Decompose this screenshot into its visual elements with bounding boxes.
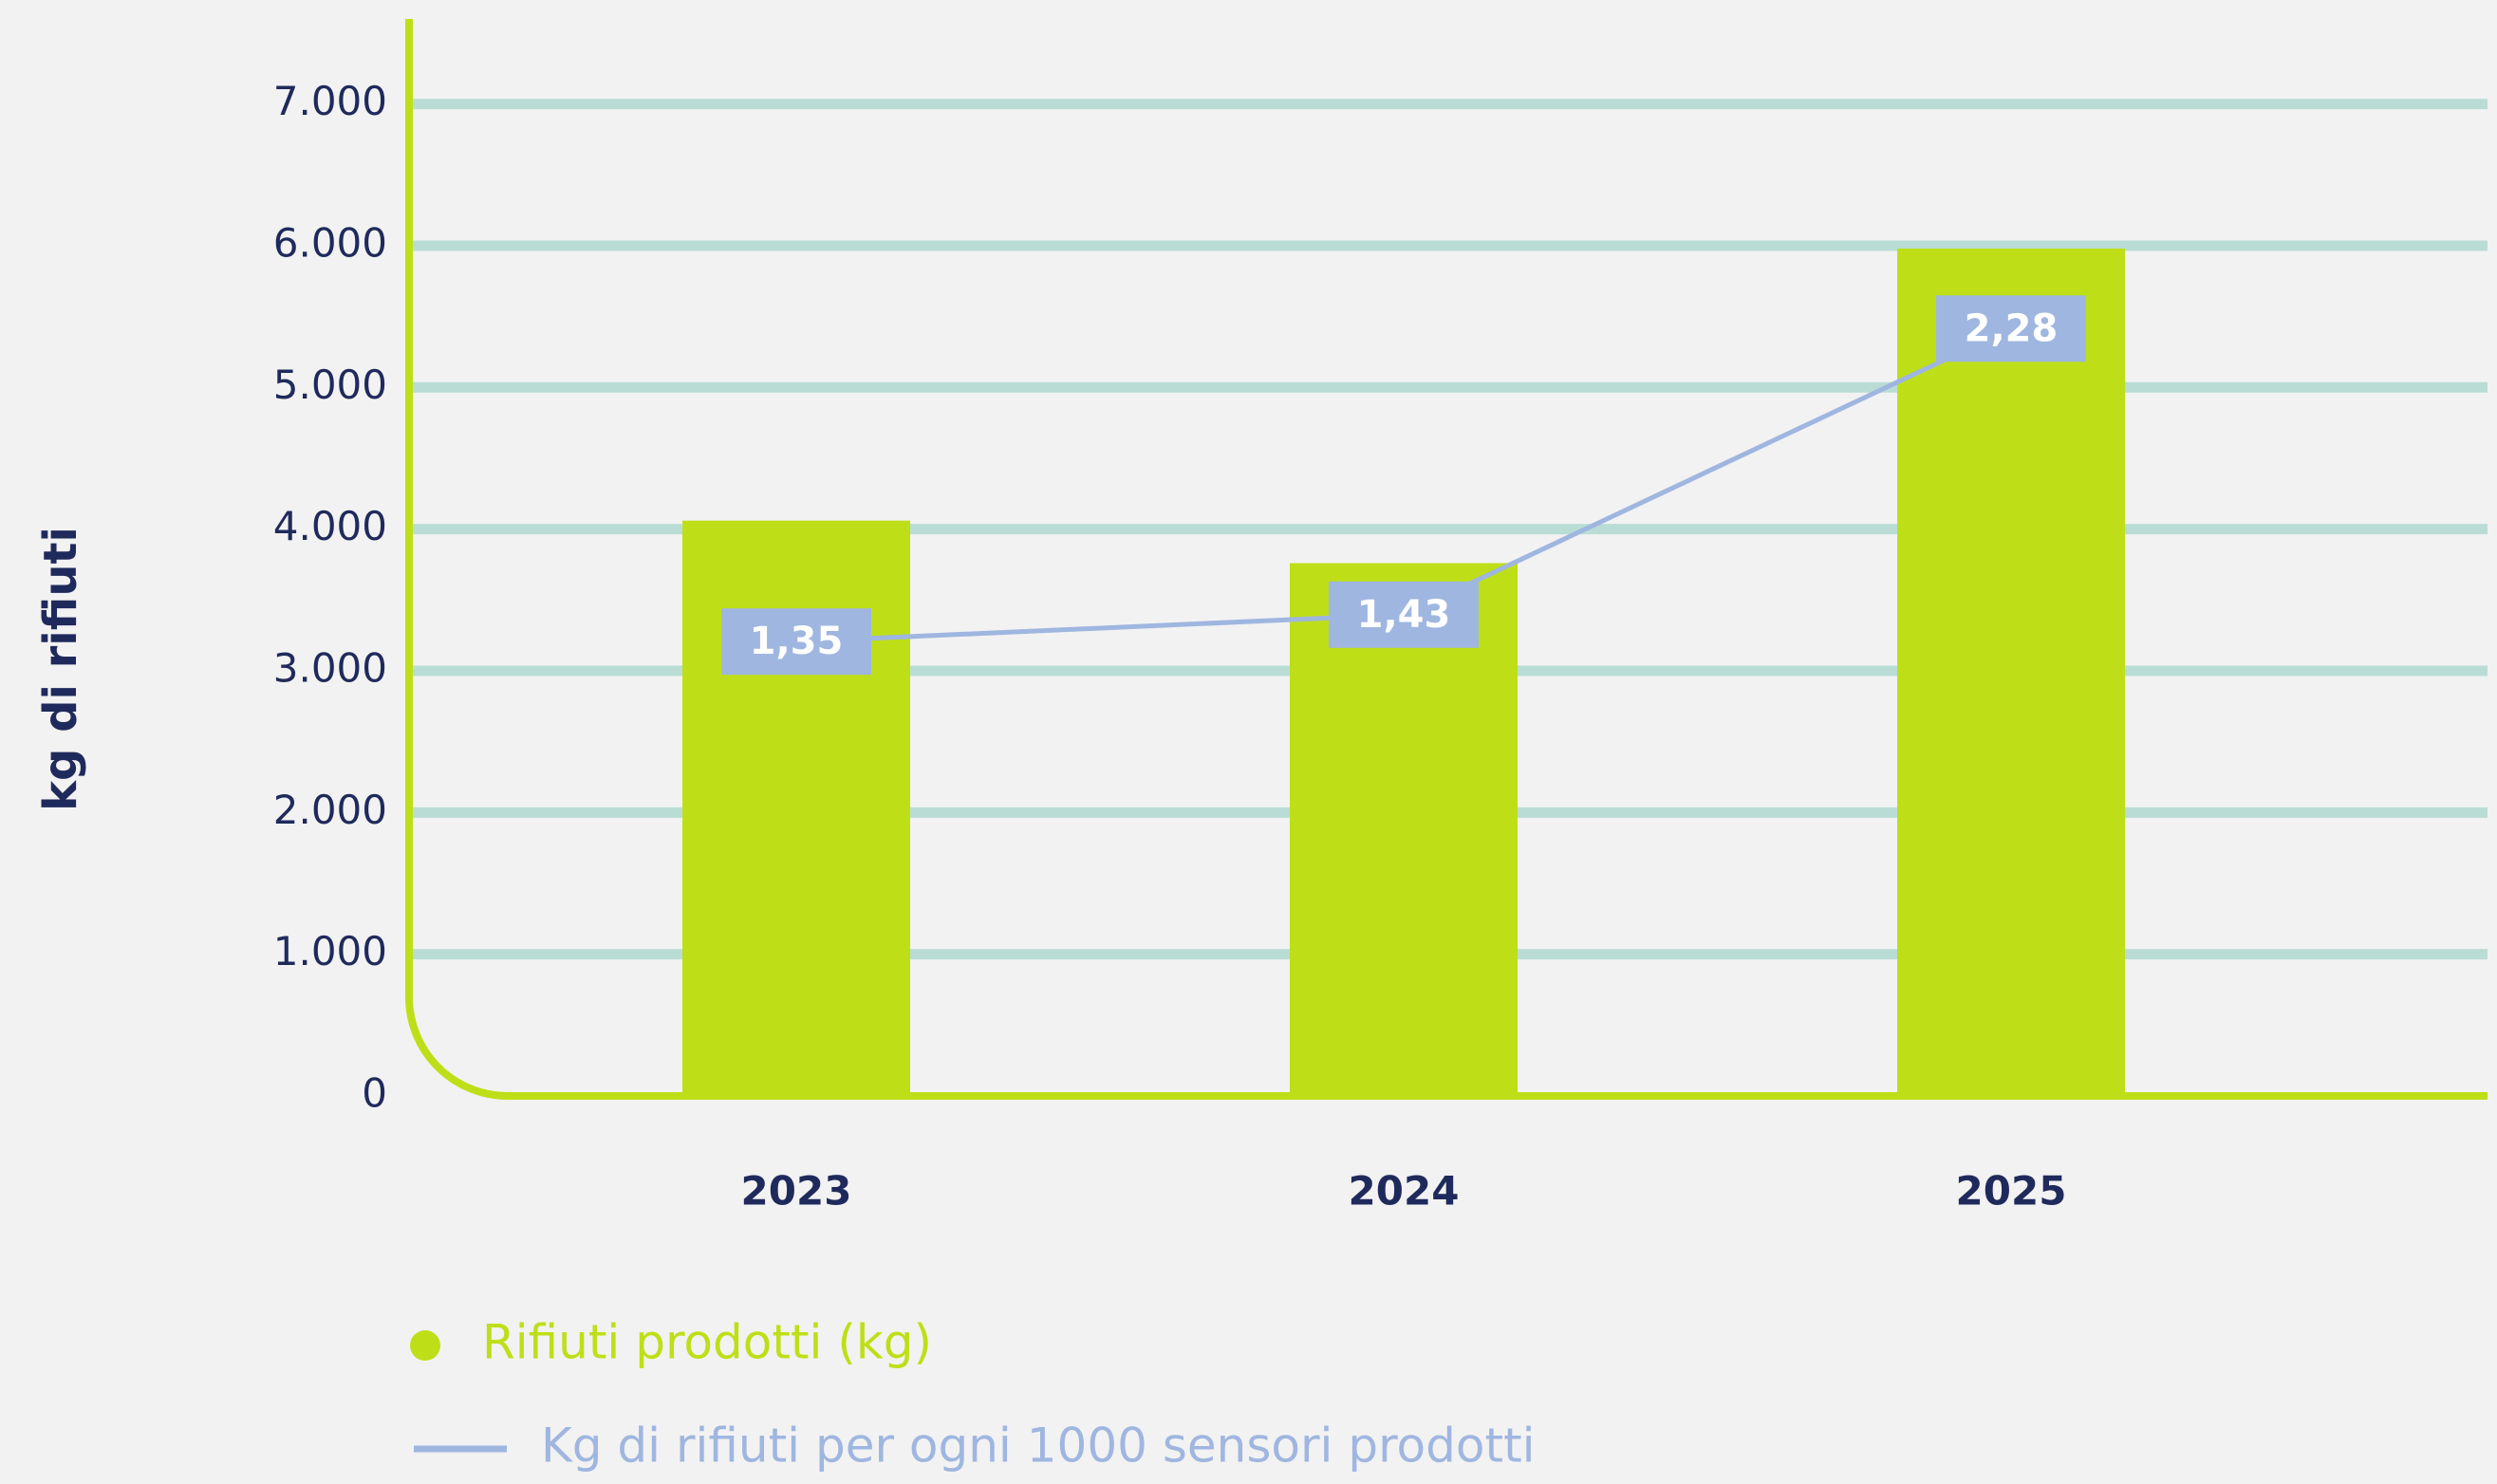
y-tick-label: 7.000 [273, 78, 387, 124]
axis-line [405, 19, 2488, 1100]
bar [1897, 248, 2125, 1096]
y-tick-label: 6.000 [273, 219, 387, 266]
y-tick-label: 2.000 [273, 787, 387, 833]
y-axis-title: kg di rifiuti [34, 527, 87, 811]
y-tick-label: 0 [362, 1070, 387, 1117]
y-tick-label: 1.000 [273, 928, 387, 974]
x-tick-label: 2024 [1349, 1168, 1460, 1215]
x-tick-label: 2023 [741, 1168, 852, 1215]
y-tick-label: 3.000 [273, 644, 387, 691]
value-label: 2,28 [1965, 306, 2059, 350]
value-label-box [1936, 295, 2086, 362]
x-tick-label: 2025 [1956, 1168, 2067, 1215]
value-label-box [721, 608, 871, 676]
bar [682, 520, 910, 1096]
value-label-box [1329, 581, 1479, 648]
legend-marker [410, 1330, 440, 1361]
bar [1290, 563, 1518, 1096]
y-tick-label: 4.000 [273, 503, 387, 549]
legend-label: Kg di rifiuti per ogni 1000 sensori prod… [541, 1419, 1536, 1474]
line-layer: 1,35 1,43 2,28 [721, 295, 2086, 676]
value-label: 1,43 [1357, 593, 1451, 637]
value-label: 1,35 [750, 620, 844, 663]
legend: Rifiuti prodotti (kg) Kg di rifiuti per o… [410, 1315, 1536, 1474]
legend-label: Rifiuti prodotti (kg) [482, 1315, 932, 1370]
y-tick-label: 5.000 [273, 362, 387, 408]
